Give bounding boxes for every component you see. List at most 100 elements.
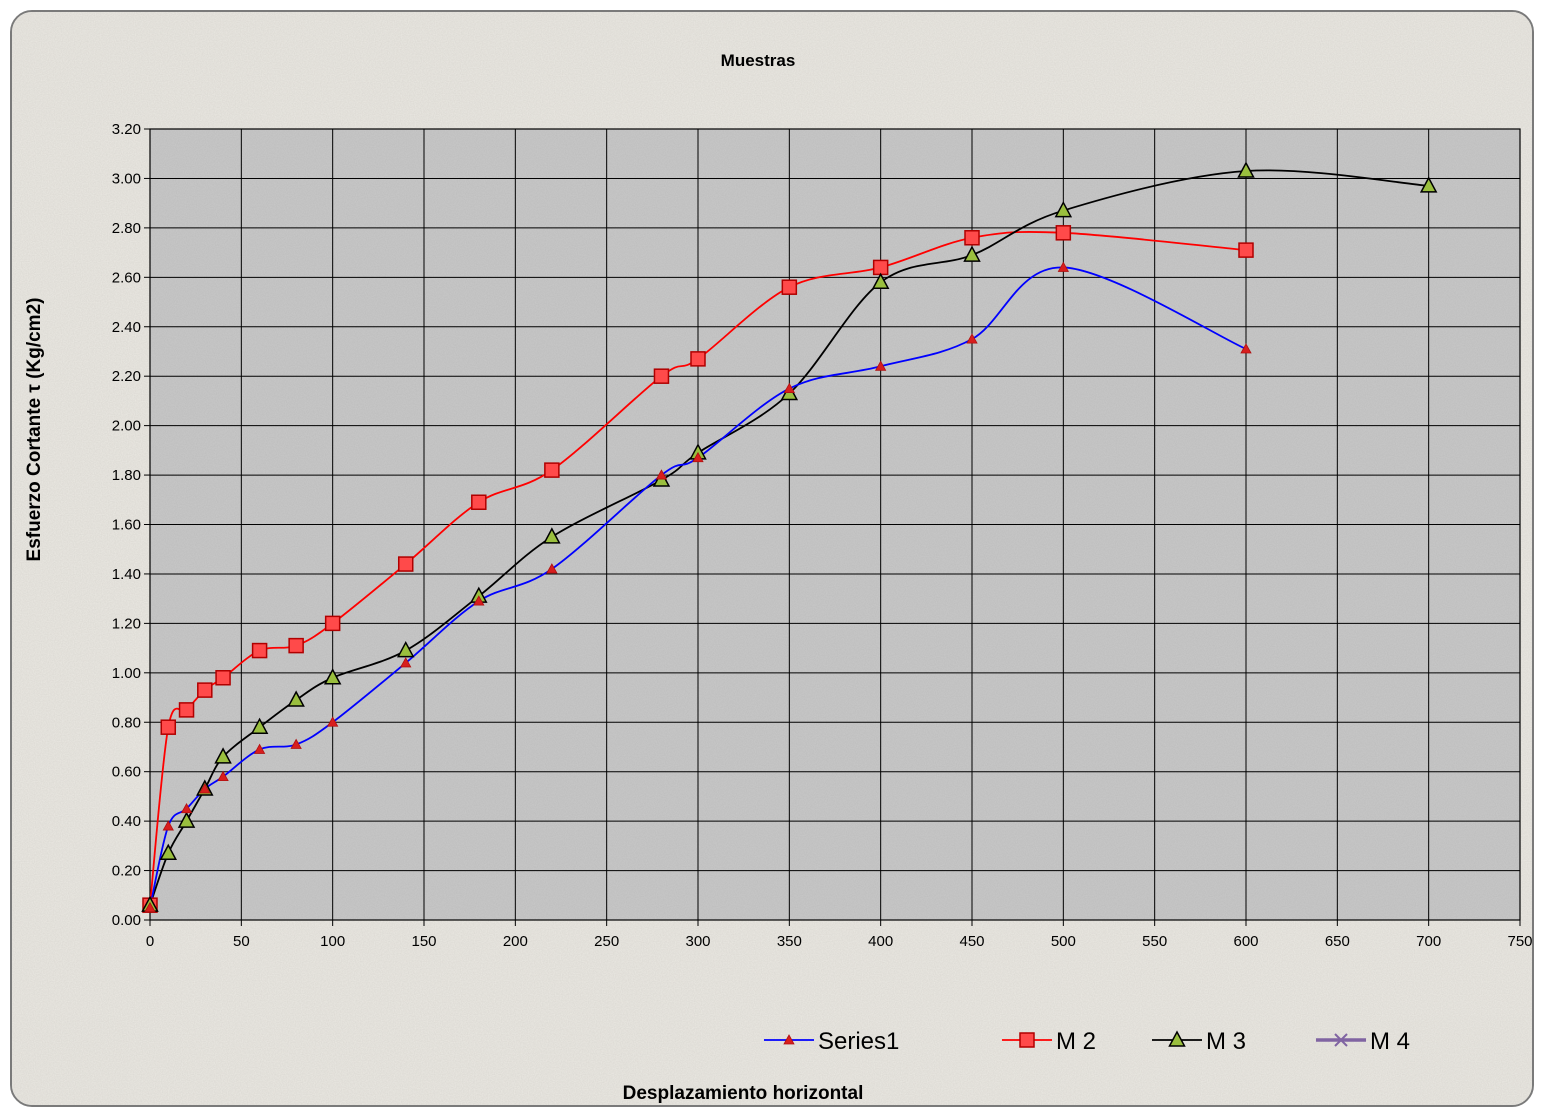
y-tick-label: 2.40 xyxy=(112,319,141,336)
data-point-1 xyxy=(1055,225,1072,241)
data-point-2 xyxy=(159,843,178,861)
data-point-0 xyxy=(473,595,485,606)
x-tick-label: 550 xyxy=(1142,933,1167,950)
legend-item: M 4 xyxy=(1316,1028,1410,1055)
data-point-2 xyxy=(871,272,890,290)
y-axis-title: Esfuerzo Cortante τ (Kg/cm2) xyxy=(24,298,45,562)
y-tick-label: 0.00 xyxy=(112,912,141,929)
data-point-0 xyxy=(1240,343,1252,354)
data-point-2 xyxy=(214,747,232,764)
data-point-0 xyxy=(692,451,704,463)
data-point-1 xyxy=(653,368,670,384)
data-point-0 xyxy=(162,820,174,831)
data-point-0 xyxy=(144,901,156,913)
x-tick-label: 500 xyxy=(1051,933,1076,950)
x-tick-label: 700 xyxy=(1416,933,1441,950)
legend-label: M 4 xyxy=(1370,1028,1410,1055)
y-tick-label: 0.40 xyxy=(112,813,141,830)
data-point-0 xyxy=(546,563,558,574)
data-point-2 xyxy=(1054,200,1073,218)
legend-marker-3 xyxy=(1334,1033,1348,1047)
legend-label: Series1 xyxy=(818,1028,899,1055)
data-point-2 xyxy=(250,717,269,734)
data-point-2 xyxy=(287,690,305,707)
y-tick-label: 3.00 xyxy=(112,170,141,187)
x-tick-label: 150 xyxy=(411,933,436,950)
series-line-2 xyxy=(149,169,1429,906)
x-tick-label: 350 xyxy=(777,933,802,950)
y-tick-label: 2.80 xyxy=(112,220,141,237)
y-tick-label: 2.20 xyxy=(112,368,141,385)
legend-label: M 2 xyxy=(1056,1028,1096,1055)
data-point-1 xyxy=(781,279,798,295)
legend-marker-2 xyxy=(1168,1030,1186,1047)
y-tick-label: 0.80 xyxy=(112,714,141,731)
chart-svg: 0 50 100 150 200 250 300 350 400 450 500 550 600 650 7… xyxy=(12,12,1532,1105)
y-tick-label: 2.60 xyxy=(112,269,141,286)
data-point-1 xyxy=(964,230,980,246)
data-point-1 xyxy=(471,494,487,511)
x-tick-label: 250 xyxy=(594,933,619,950)
legend-marker-0 xyxy=(783,1034,795,1045)
legend: Series1 M 2 M 3 M 4 xyxy=(764,1028,1410,1055)
data-point-0 xyxy=(326,716,339,727)
data-point-0 xyxy=(1057,261,1070,272)
x-tick-label: 650 xyxy=(1325,933,1350,950)
legend-label: M 3 xyxy=(1206,1028,1246,1055)
y-tick-label: 0.20 xyxy=(112,863,141,880)
chart-title: Muestras xyxy=(721,51,796,70)
data-point-1 xyxy=(215,670,231,686)
x-tick-label: 400 xyxy=(868,933,893,950)
x-tick-label: 100 xyxy=(320,933,345,950)
data-point-1 xyxy=(288,637,304,654)
data-point-1 xyxy=(197,682,213,698)
data-point-0 xyxy=(290,738,302,749)
legend-item: M 3 xyxy=(1152,1028,1246,1055)
data-point-0 xyxy=(253,743,266,754)
x-tick-label: 50 xyxy=(233,933,250,950)
data-point-0 xyxy=(400,657,412,668)
data-point-2 xyxy=(323,668,342,685)
series-markers xyxy=(141,161,1438,913)
x-tick-label: 0 xyxy=(146,933,154,950)
x-tick-label: 300 xyxy=(685,933,710,950)
legend-item: Series1 xyxy=(764,1028,899,1055)
data-point-0 xyxy=(874,360,887,371)
data-point-0 xyxy=(655,469,668,480)
data-point-1 xyxy=(178,702,195,718)
y-tick-label: 3.20 xyxy=(112,121,141,138)
data-point-1 xyxy=(544,462,560,478)
y-tick-label: 1.20 xyxy=(112,615,141,632)
data-point-1 xyxy=(1238,242,1254,258)
legend-marker-1 xyxy=(1019,1032,1035,1048)
data-point-2 xyxy=(1419,176,1438,193)
y-tick-label: 2.00 xyxy=(112,418,141,435)
data-point-2 xyxy=(963,245,981,262)
data-point-1 xyxy=(872,259,889,276)
data-point-1 xyxy=(324,615,341,632)
y-tick-label: 1.60 xyxy=(112,517,141,534)
data-point-1 xyxy=(160,719,177,735)
data-point-0 xyxy=(180,802,193,814)
data-point-0 xyxy=(783,382,796,393)
y-tick-label: 1.80 xyxy=(112,467,141,484)
x-tick-label: 750 xyxy=(1507,933,1532,950)
data-point-1 xyxy=(397,556,414,572)
data-point-1 xyxy=(690,351,706,367)
y-tick-label: 1.40 xyxy=(112,566,141,583)
x-tick-label: 200 xyxy=(503,933,528,950)
data-point-2 xyxy=(1237,161,1255,178)
y-tick-label: 0.60 xyxy=(112,764,141,781)
data-point-1 xyxy=(251,642,268,659)
y-tick-label: 1.00 xyxy=(112,665,141,682)
data-point-2 xyxy=(396,640,415,658)
legend-item: M 2 xyxy=(1002,1028,1096,1055)
x-axis-title: Desplazamiento horizontal xyxy=(623,1083,864,1104)
data-point-0 xyxy=(199,783,211,794)
data-point-2 xyxy=(177,811,196,828)
x-tick-label: 450 xyxy=(959,933,984,950)
x-tick-label: 600 xyxy=(1233,933,1258,950)
tick-labels: 0 50 100 150 200 250 300 350 400 450 500 550 600 650 7… xyxy=(112,121,1532,950)
data-point-0 xyxy=(966,333,978,344)
plot-border xyxy=(149,128,1521,921)
